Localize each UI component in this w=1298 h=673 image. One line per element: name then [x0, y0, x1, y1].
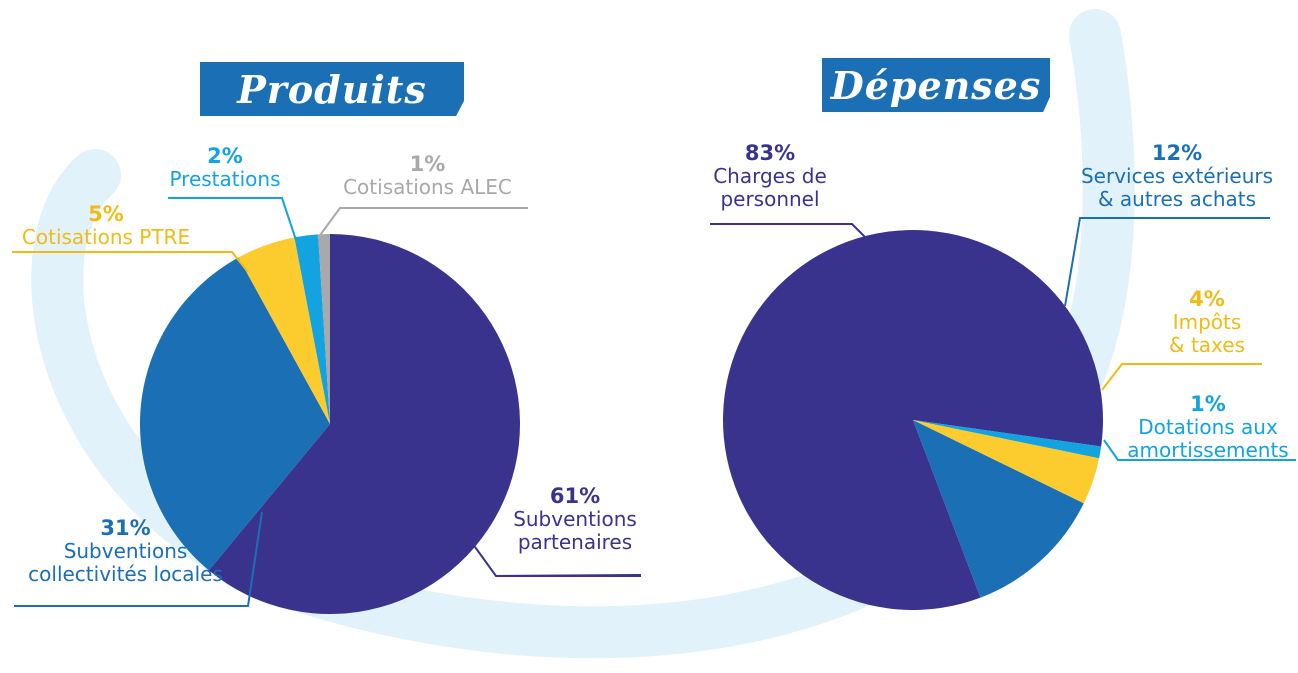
leader-cotisations-alec: [317, 207, 528, 239]
label-cotisations-ptre: 5% Cotisations PTRE: [12, 203, 200, 249]
produits-title-banner: Produits: [200, 62, 464, 116]
leader-impots-taxes: [1101, 363, 1262, 391]
label-prestations: 2% Prestations: [150, 145, 300, 191]
produits-slice-cotisations-ptre: [238, 237, 330, 424]
leader-subventions-partenaires: [469, 539, 641, 578]
name-subventions-collectivites-2: collectivités locales: [28, 562, 223, 586]
depenses-slice-dotations-aux-amortissements: [913, 420, 1102, 459]
pie-produits: [139, 234, 520, 614]
produits-slice-cotisations-alec: [318, 234, 330, 424]
label-cotisations-alec: 1% Cotisations ALEC: [325, 153, 530, 199]
name-dotations-amortissements-1: Dotations aux: [1138, 415, 1278, 439]
name-charges-personnel-2: personnel: [720, 187, 820, 211]
name-cotisations-ptre: Cotisations PTRE: [21, 225, 191, 249]
name-subventions-partenaires-1: Subventions: [513, 507, 637, 531]
leader-subventions-collectivites: [14, 511, 263, 607]
depenses-slice-charges-de-personnel: [723, 230, 1103, 611]
pct-dotations-amortissements: 1%: [1190, 392, 1226, 416]
produits-slice-subventions-partenaires: [208, 234, 520, 614]
leader-lines: [12, 197, 1296, 607]
name-services-exterieurs-1: Services extérieurs: [1080, 164, 1274, 188]
pct-prestations: 2%: [207, 144, 243, 168]
pct-subventions-partenaires: 61%: [549, 484, 601, 508]
label-impots-taxes: 4% Impôts & taxes: [1152, 288, 1262, 357]
name-services-exterieurs-2: & autres achats: [1097, 187, 1257, 211]
label-dotations-amortissements: 1% Dotations aux amortissements: [1118, 393, 1298, 462]
name-impots-taxes-1: Impôts: [1172, 310, 1242, 334]
name-impots-taxes-2: & taxes: [1169, 333, 1245, 357]
depenses-title-banner: Dépenses: [822, 58, 1050, 112]
pct-cotisations-alec: 1%: [409, 152, 446, 176]
pct-cotisations-ptre: 5%: [88, 202, 124, 226]
produits-title: Produits: [237, 66, 427, 112]
depenses-slice-impots-taxes: [913, 420, 1100, 504]
name-subventions-partenaires-2: partenaires: [517, 530, 633, 554]
leader-services-exterieurs: [1064, 217, 1270, 307]
depenses-title: Dépenses: [830, 62, 1042, 108]
name-charges-personnel-1: Charges de: [713, 164, 827, 188]
name-subventions-collectivites-1: Subventions: [63, 539, 188, 563]
background-swoosh: [31, 9, 1135, 659]
name-prestations: Prestations: [169, 167, 281, 191]
leader-prestations: [168, 197, 297, 241]
pct-impots-taxes: 4%: [1189, 287, 1225, 311]
label-charges-personnel: 83% Charges de personnel: [695, 142, 845, 211]
produits-slice-subventions-collectivites-locales: [139, 257, 330, 571]
leader-dotations-amortissements: [1103, 439, 1296, 461]
pct-charges-personnel: 83%: [744, 141, 796, 165]
label-subventions-collectivites: 31% Subventions collectivités locales: [18, 517, 233, 586]
pie-depenses: [723, 230, 1103, 611]
pct-subventions-collectivites: 31%: [100, 516, 151, 540]
label-subventions-partenaires: 61% Subventions partenaires: [495, 485, 655, 554]
pct-services-exterieurs: 12%: [1151, 141, 1203, 165]
produits-slice-prestations: [294, 234, 330, 424]
leader-cotisations-ptre: [12, 251, 249, 273]
label-services-exterieurs: 12% Services extérieurs & autres achats: [1062, 142, 1292, 211]
name-cotisations-alec: Cotisations ALEC: [343, 175, 512, 199]
depenses-slice-services-exterieurs-autres-achats: [913, 420, 1084, 598]
name-dotations-amortissements-2: amortissements: [1127, 438, 1289, 462]
leader-charges-personnel: [710, 223, 873, 245]
